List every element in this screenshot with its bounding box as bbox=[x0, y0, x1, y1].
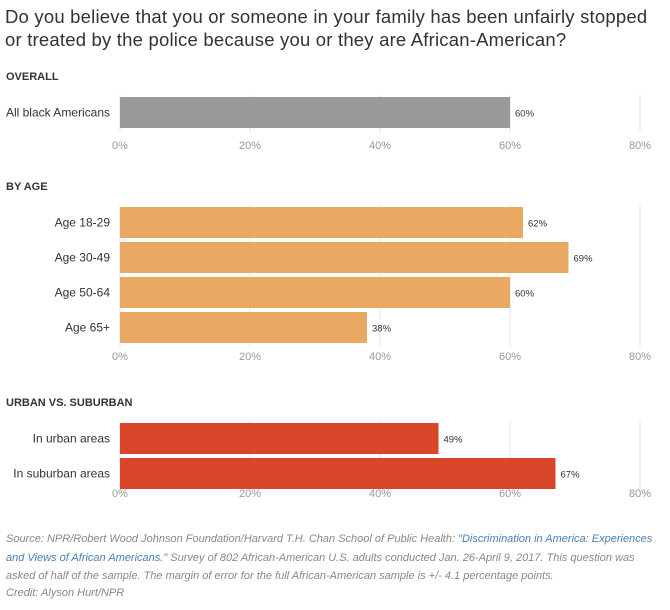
bar bbox=[120, 277, 510, 308]
x-tick-label: 20% bbox=[239, 488, 261, 500]
source-note: Source: NPR/Robert Wood Johnson Foundati… bbox=[6, 530, 666, 586]
x-tick-label: 0% bbox=[112, 488, 128, 500]
category-label: Age 18-29 bbox=[55, 216, 111, 230]
value-label: 67% bbox=[561, 470, 581, 481]
category-label: In suburban areas bbox=[13, 467, 110, 481]
x-tick-label: 40% bbox=[369, 488, 391, 500]
value-label: 60% bbox=[515, 109, 535, 120]
x-tick-label: 0% bbox=[112, 351, 128, 363]
section-title: OVERALL bbox=[6, 71, 59, 83]
value-label: 62% bbox=[528, 219, 548, 230]
category-label: Age 50-64 bbox=[55, 286, 111, 300]
bar bbox=[120, 423, 439, 454]
value-label: 60% bbox=[515, 289, 535, 300]
category-label: In urban areas bbox=[33, 432, 110, 446]
x-tick-label: 40% bbox=[369, 351, 391, 363]
x-tick-label: 0% bbox=[112, 140, 128, 152]
x-tick-label: 20% bbox=[239, 351, 261, 363]
section-title: BY AGE bbox=[6, 181, 48, 193]
category-label: Age 30-49 bbox=[55, 251, 111, 265]
bar bbox=[120, 207, 523, 238]
bar bbox=[120, 97, 510, 128]
source-prefix: Source: NPR/Robert Wood Johnson Foundati… bbox=[6, 533, 459, 545]
bar bbox=[120, 458, 556, 489]
x-tick-label: 80% bbox=[629, 351, 651, 363]
bar bbox=[120, 242, 569, 273]
section-title: URBAN VS. SUBURBAN bbox=[6, 397, 133, 409]
x-tick-label: 80% bbox=[629, 140, 651, 152]
x-tick-label: 40% bbox=[369, 140, 391, 152]
source-link[interactable]: "Discrimination in America: Experiences … bbox=[6, 533, 653, 564]
chart-title: Do you believe that you or someone in yo… bbox=[5, 6, 648, 50]
credit-line: Credit: Alyson Hurt/NPR bbox=[6, 587, 125, 599]
x-tick-label: 20% bbox=[239, 140, 261, 152]
value-label: 69% bbox=[574, 254, 594, 265]
category-label: All black Americans bbox=[6, 106, 110, 120]
category-label: Age 65+ bbox=[65, 321, 110, 335]
x-tick-label: 60% bbox=[499, 351, 521, 363]
chart-area: OVERALL All black Americans 60% 0% 20% 40% 60%… bbox=[6, 71, 651, 500]
bar bbox=[120, 312, 367, 343]
x-tick-label: 60% bbox=[499, 140, 521, 152]
source-suffix: Survey of 802 African-American U.S. adul… bbox=[6, 551, 635, 583]
value-label: 49% bbox=[444, 435, 464, 446]
x-tick-label: 80% bbox=[629, 488, 651, 500]
value-label: 38% bbox=[372, 324, 392, 335]
x-tick-label: 60% bbox=[499, 488, 521, 500]
